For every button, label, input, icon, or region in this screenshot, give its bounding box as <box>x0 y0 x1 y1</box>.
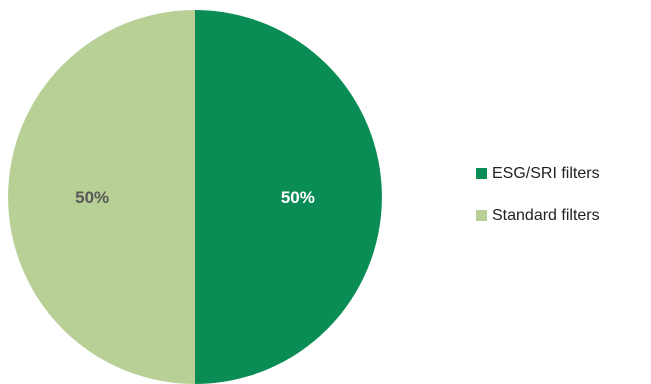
legend-item-esg-sri-filters: ESG/SRI filters <box>476 162 651 185</box>
legend-label-standard-filters: Standard filters <box>492 206 600 224</box>
pie-slice-esg-sri-filters <box>195 10 382 384</box>
legend-label-esg-sri-filters: ESG/SRI filters <box>492 164 600 182</box>
legend-swatch-esg-sri-filters <box>476 168 487 179</box>
pie-slice-standard-filters <box>8 10 195 384</box>
legend-swatch-standard-filters <box>476 210 487 221</box>
data-label-standard-filters: 50% <box>75 188 109 207</box>
legend: ESG/SRI filters Standard filters <box>476 162 651 246</box>
data-label-esg-sri-filters: 50% <box>281 188 315 207</box>
legend-item-standard-filters: Standard filters <box>476 204 651 227</box>
